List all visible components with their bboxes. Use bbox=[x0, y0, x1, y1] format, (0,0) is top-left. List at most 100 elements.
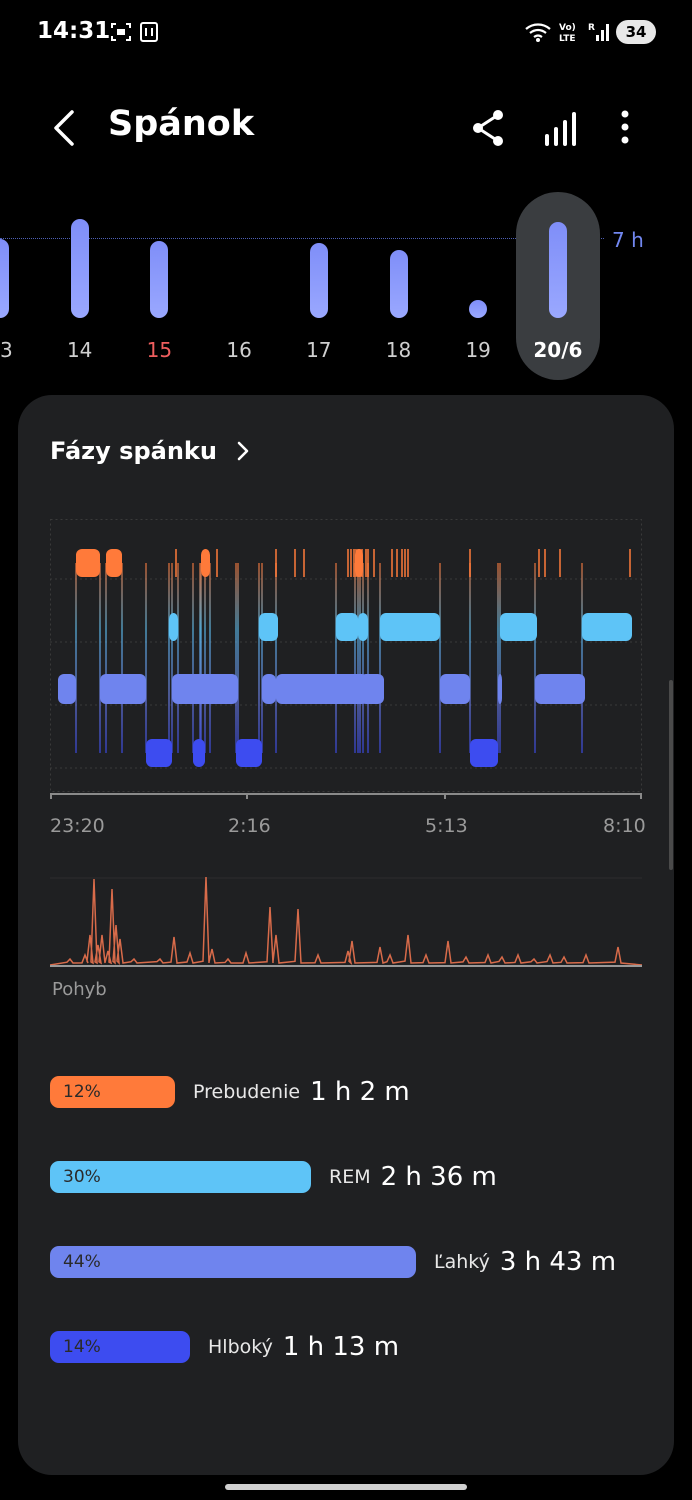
motion-trace bbox=[50, 877, 642, 965]
chevron-right-icon bbox=[235, 439, 251, 463]
stage-percent-bar: 30% bbox=[50, 1161, 311, 1193]
day-column-16[interactable]: 16 bbox=[199, 190, 279, 380]
hypnogram-segment-deep bbox=[146, 739, 172, 767]
stage-transition bbox=[145, 563, 147, 753]
stage-percent-bar: 14% bbox=[50, 1331, 190, 1363]
hypnogram-segment-light bbox=[178, 674, 238, 704]
hypnogram-segment-awake bbox=[76, 549, 100, 577]
stage-transition bbox=[534, 563, 536, 753]
stage-duration: 3 h 43 m bbox=[500, 1247, 616, 1277]
axis-label-end: 8:10 bbox=[603, 815, 646, 837]
stage-transition bbox=[469, 563, 471, 753]
stage-transition bbox=[177, 563, 179, 753]
stage-duration: 1 h 2 m bbox=[310, 1077, 410, 1107]
stage-transition bbox=[357, 563, 359, 753]
stage-transition bbox=[235, 563, 237, 753]
hypnogram-frame bbox=[51, 520, 642, 792]
stage-percent-bar: 12% bbox=[50, 1076, 175, 1108]
day-label: 13 bbox=[0, 338, 40, 362]
svg-text:LTE: LTE bbox=[559, 34, 576, 44]
hypnogram-segment-rem bbox=[169, 613, 178, 641]
goal-label: 7 h bbox=[612, 228, 644, 252]
hypnogram-segment-light bbox=[360, 674, 384, 704]
stage-transition bbox=[335, 563, 337, 753]
bar-chart-icon bbox=[542, 108, 580, 148]
sleep-stages-header[interactable]: Fázy spánku bbox=[50, 437, 251, 465]
wifi-icon bbox=[524, 21, 552, 43]
stage-transition bbox=[581, 563, 583, 753]
back-button[interactable] bbox=[44, 104, 84, 152]
stage-transition bbox=[200, 563, 202, 753]
svg-text:R: R bbox=[588, 23, 595, 33]
stage-transition bbox=[362, 563, 364, 753]
stage-transition bbox=[99, 563, 101, 753]
stage-row: 30% REM 2 h 36 m bbox=[50, 1160, 497, 1194]
hypnogram-segment-rem bbox=[358, 613, 368, 641]
stage-transition bbox=[497, 563, 499, 753]
hypnogram-segment-light bbox=[440, 674, 470, 704]
hypnogram-segment-light bbox=[498, 674, 502, 704]
stage-percent-bar: 44% bbox=[50, 1246, 416, 1278]
svg-text:Vo): Vo) bbox=[559, 23, 576, 33]
hypnogram-segment-light bbox=[276, 674, 368, 704]
chevron-left-icon bbox=[44, 104, 84, 152]
stage-transition bbox=[439, 563, 441, 753]
day-sleep-bar bbox=[310, 243, 328, 318]
day-label: 18 bbox=[359, 338, 439, 362]
stage-name: Hlboký bbox=[208, 1336, 273, 1358]
volte-icon: Vo)LTE bbox=[558, 20, 582, 44]
day-label: 14 bbox=[40, 338, 120, 362]
home-indicator[interactable] bbox=[225, 1484, 467, 1490]
more-options-button[interactable] bbox=[610, 108, 640, 148]
day-column-14[interactable]: 14 bbox=[40, 190, 120, 380]
screenshot-icon bbox=[110, 21, 132, 43]
more-vertical-icon bbox=[610, 108, 640, 148]
day-label: 20/6 bbox=[518, 338, 598, 362]
daily-sleep-chart: 7 h 13 14 15 16 17 18 19 20/6 bbox=[0, 190, 692, 380]
hypnogram-segment-deep bbox=[236, 739, 262, 767]
hypnogram-segment-rem bbox=[500, 613, 537, 641]
hypnogram-segment-deep bbox=[470, 739, 498, 767]
motion-chart bbox=[50, 877, 642, 969]
day-sleep-bar bbox=[71, 219, 89, 318]
stage-transition bbox=[354, 563, 356, 753]
stage-transition bbox=[75, 563, 77, 753]
day-column-19[interactable]: 19 bbox=[438, 190, 518, 380]
hypnogram-segment-awake bbox=[106, 549, 122, 577]
stage-transition bbox=[275, 563, 277, 753]
day-sleep-bar bbox=[390, 250, 408, 318]
stage-transition bbox=[499, 563, 501, 753]
hypnogram-segment-deep bbox=[193, 739, 205, 767]
stage-row: 12% Prebudenie 1 h 2 m bbox=[50, 1075, 410, 1109]
day-sleep-bar bbox=[0, 239, 9, 318]
day-column-13[interactable]: 13 bbox=[0, 190, 40, 380]
stage-name: REM bbox=[329, 1166, 371, 1188]
day-column-17[interactable]: 17 bbox=[279, 190, 359, 380]
stats-button[interactable] bbox=[542, 108, 580, 148]
day-label: 15 bbox=[119, 338, 199, 362]
status-bar: 14:31 Vo) LTE R 34 bbox=[0, 0, 692, 66]
stage-duration: 2 h 36 m bbox=[381, 1162, 497, 1192]
share-icon bbox=[470, 108, 506, 148]
day-column-18[interactable]: 18 bbox=[359, 190, 439, 380]
day-column-20/6[interactable]: 20/6 bbox=[518, 190, 598, 380]
hypnogram-segment-light bbox=[100, 674, 146, 704]
scrollbar-thumb[interactable] bbox=[669, 680, 673, 870]
stage-transition bbox=[204, 563, 206, 753]
motion-label: Pohyb bbox=[52, 979, 107, 1000]
stage-name: Ľahký bbox=[434, 1251, 490, 1273]
hypnogram-segment-rem bbox=[582, 613, 632, 641]
stage-transition bbox=[168, 563, 170, 753]
hypnogram-segment-rem bbox=[259, 613, 278, 641]
axis-label-start: 23:20 bbox=[50, 815, 105, 837]
stage-transition bbox=[209, 563, 211, 753]
hypnogram-segment-rem bbox=[336, 613, 358, 641]
hypnogram-segment-rem bbox=[380, 613, 440, 641]
stage-transition bbox=[171, 563, 173, 753]
day-sleep-bar bbox=[469, 300, 487, 318]
day-label: 16 bbox=[199, 338, 279, 362]
share-button[interactable] bbox=[470, 108, 506, 148]
day-sleep-bar bbox=[150, 241, 168, 318]
hypnogram-segment-light bbox=[535, 674, 585, 704]
day-column-15[interactable]: 15 bbox=[119, 190, 199, 380]
